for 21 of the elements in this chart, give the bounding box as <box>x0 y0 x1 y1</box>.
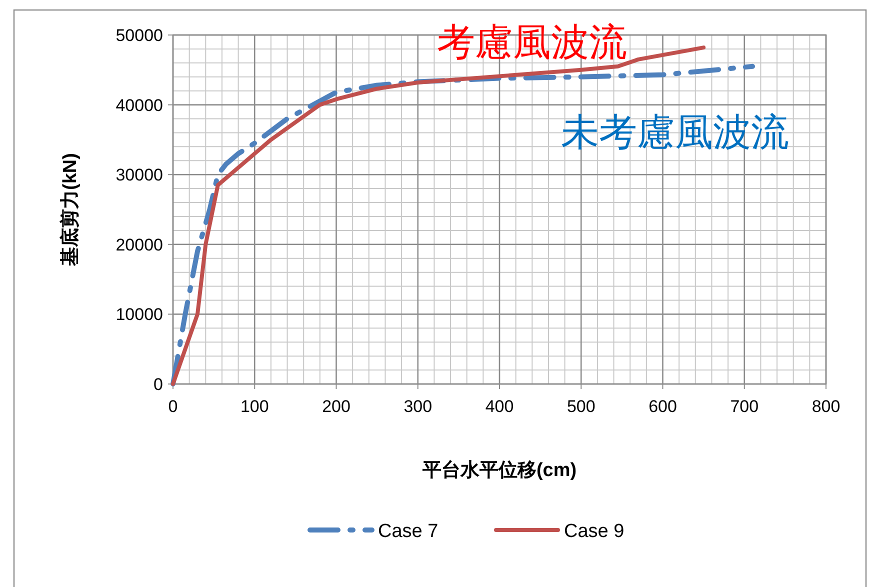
x-tick-label: 800 <box>812 397 840 416</box>
x-tick-label: 300 <box>404 397 432 416</box>
legend-label: Case 9 <box>564 521 624 542</box>
y-tick-label: 30000 <box>116 166 163 185</box>
y-tick-label: 40000 <box>116 96 163 115</box>
x-tick-label: 200 <box>322 397 350 416</box>
legend-label: Case 7 <box>378 521 438 542</box>
y-axis-title: 基底剪力(kN) <box>59 153 81 267</box>
annotation: 未考慮風波流 <box>561 112 789 154</box>
x-tick-label: 700 <box>730 397 759 416</box>
y-tick-label: 10000 <box>116 305 163 324</box>
y-tick-label: 50000 <box>116 26 163 45</box>
annotation: 考慮風波流 <box>437 22 627 64</box>
x-tick-label: 400 <box>485 397 514 416</box>
x-tick-label: 600 <box>648 397 677 416</box>
y-tick-label: 0 <box>154 375 163 394</box>
x-tick-label: 500 <box>566 397 596 416</box>
x-axis-title: 平台水平位移(cm) <box>421 459 577 481</box>
x-tick-label: 0 <box>168 397 178 416</box>
y-tick-label: 20000 <box>116 235 163 254</box>
x-tick-label: 100 <box>240 397 269 416</box>
